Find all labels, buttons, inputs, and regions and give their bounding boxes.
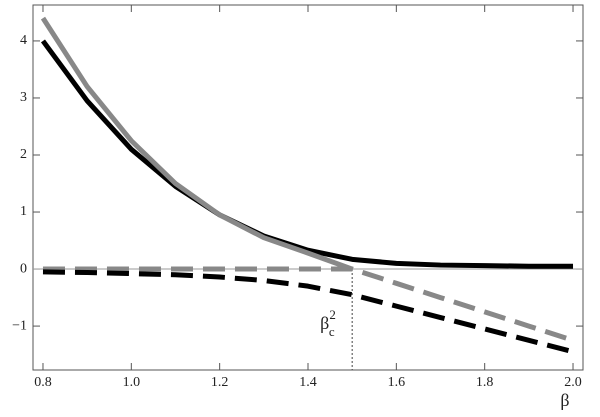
series-line	[40, 39, 574, 269]
y-tick-label: −1	[12, 318, 27, 333]
x-tick-label: 1.8	[476, 375, 494, 390]
x-axis-label: β	[560, 390, 569, 410]
annotation-sup: 2	[329, 307, 336, 322]
series-line	[40, 16, 354, 272]
series-line	[42, 269, 574, 355]
annotation-sub: c	[329, 324, 335, 339]
x-tick-label: 0.8	[34, 375, 52, 390]
series-line	[42, 266, 574, 343]
x-tick-label: 1.2	[211, 375, 229, 390]
y-tick-label: 4	[20, 33, 27, 48]
x-tick-label: 1.4	[299, 375, 317, 390]
x-tick-label: 1.6	[388, 375, 406, 390]
y-tick-label: 2	[20, 147, 27, 162]
x-tick-label: 1.0	[123, 375, 141, 390]
annotation: β2 c	[320, 307, 336, 339]
x-tick-label: 2.0	[564, 375, 582, 390]
y-tick-label: 1	[20, 204, 27, 219]
annotation-symbol: β	[320, 313, 329, 333]
y-tick-label: 0	[20, 261, 27, 276]
y-tick-label: 3	[20, 90, 27, 105]
